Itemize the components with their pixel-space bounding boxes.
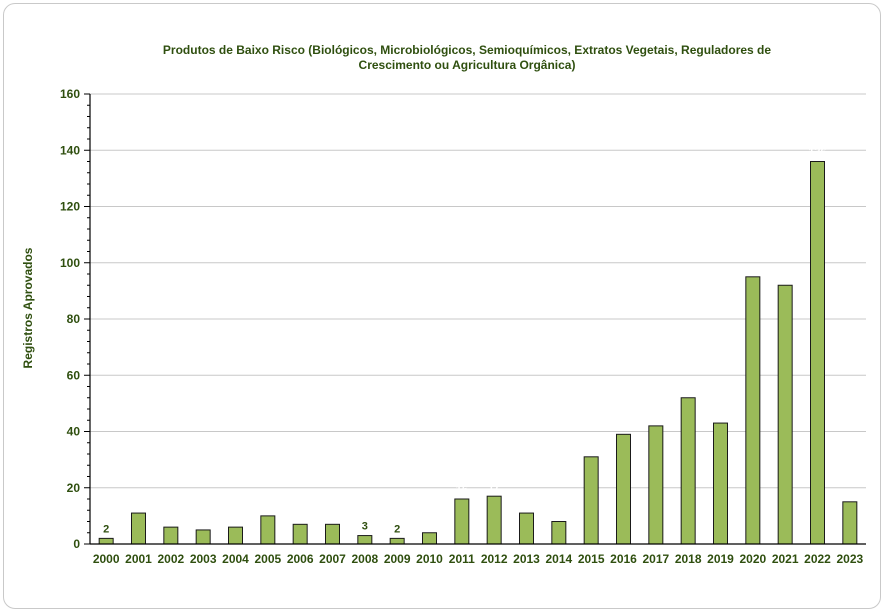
bars — [98, 161, 858, 545]
x-tick-label: 2021 — [772, 552, 799, 566]
bar-2005 — [260, 515, 276, 545]
x-tick-label: 2020 — [739, 552, 766, 566]
bar-2022 — [810, 161, 825, 545]
x-tick-label: 2018 — [675, 552, 702, 566]
bar-2008 — [357, 535, 373, 545]
x-tick-label: 2013 — [513, 552, 540, 566]
bar-2002 — [163, 526, 179, 545]
bar-2023 — [842, 501, 858, 545]
y-tick-label: 60 — [67, 368, 81, 382]
bar-2009 — [389, 537, 405, 545]
x-tick-label: 2004 — [222, 552, 249, 566]
x-tick-label: 2002 — [157, 552, 184, 566]
bar-2000 — [98, 537, 114, 545]
data-label-2011: 16 — [456, 484, 468, 496]
data-label-2023: 15 — [844, 487, 856, 499]
x-tick-label: 2003 — [190, 552, 217, 566]
bar-2016 — [616, 433, 631, 545]
data-labels: 2 3 2 16 17 95 136 15 — [103, 147, 856, 536]
y-tick-label: 160 — [60, 87, 80, 101]
bar-2006 — [292, 523, 308, 545]
data-label-2012: 17 — [488, 481, 500, 493]
bar-2020 — [745, 276, 761, 545]
x-tick-label: 2017 — [642, 552, 669, 566]
x-tick-label: 2009 — [384, 552, 411, 566]
bar-2003 — [195, 529, 211, 545]
data-label-2009: 2 — [394, 523, 400, 535]
chart-frame — [3, 3, 881, 609]
x-tick-label: 2005 — [254, 552, 281, 566]
x-tick-label: 2023 — [836, 552, 863, 566]
data-label-2020: 95 — [747, 262, 759, 274]
bar-2012 — [486, 495, 502, 545]
y-tick-label: 40 — [67, 425, 81, 439]
bar-2018 — [680, 397, 696, 545]
bar-2017 — [648, 425, 664, 545]
y-tick-label: 0 — [73, 537, 80, 551]
x-tick-label: 2006 — [287, 552, 314, 566]
chart-title-line-2: Crescimento ou Agricultura Orgânica) — [359, 58, 576, 72]
data-label-2008: 3 — [362, 521, 368, 533]
x-tick-label: 2001 — [125, 552, 152, 566]
gridlines — [90, 93, 866, 489]
bar-2014 — [551, 521, 567, 545]
data-label-2000: 2 — [103, 523, 109, 535]
y-tick-label: 120 — [60, 200, 80, 214]
y-tick-label: 100 — [60, 256, 80, 270]
bar-2010 — [422, 532, 437, 545]
x-tick-label: 2014 — [545, 552, 572, 566]
x-tick-label: 2008 — [351, 552, 378, 566]
x-tick-label: 2019 — [707, 552, 734, 566]
bar-2011 — [454, 498, 470, 545]
x-tick-label: 2011 — [449, 552, 475, 566]
axes: 0 20 40 60 80 100 120 140 160 2000 2001 2002 2003 200… — [60, 87, 866, 566]
bar-2015 — [583, 456, 599, 545]
y-tick-label: 80 — [67, 312, 81, 326]
x-tick-label: 2012 — [481, 552, 508, 566]
x-tick-label: 2015 — [578, 552, 605, 566]
bar-2019 — [713, 422, 728, 545]
bar-2007 — [325, 523, 340, 545]
bar-2001 — [131, 512, 146, 545]
x-tick-label: 2007 — [319, 552, 346, 566]
y-tick-label: 140 — [60, 143, 80, 157]
y-axis-label: Registros Aprovados — [21, 247, 35, 368]
x-tick-label: 2022 — [804, 552, 831, 566]
data-label-2022: 136 — [808, 147, 826, 159]
bar-2004 — [228, 526, 243, 545]
chart-title-line-1: Produtos de Baixo Risco (Biológicos, Mic… — [163, 43, 771, 57]
y-tick-label: 20 — [67, 481, 81, 495]
x-tick-label: 2010 — [416, 552, 443, 566]
x-tick-label: 2016 — [610, 552, 637, 566]
bar-2021 — [777, 284, 793, 545]
bar-2013 — [519, 512, 534, 545]
x-tick-label: 2000 — [93, 552, 120, 566]
